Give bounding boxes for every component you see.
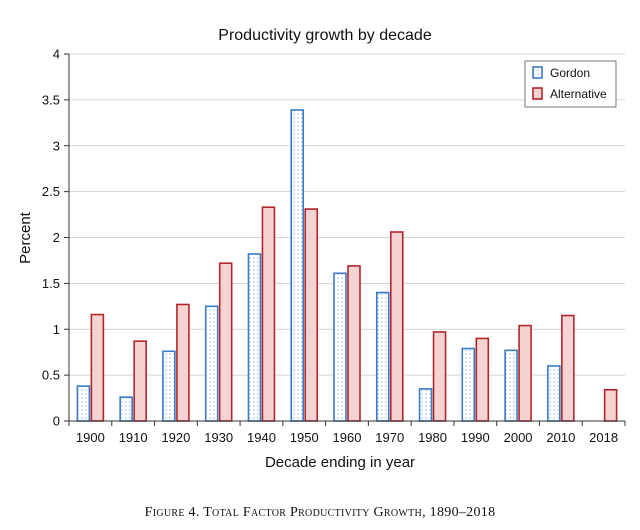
y-axis-label: Percent <box>17 211 34 264</box>
bar-gordon-1920 <box>162 350 176 422</box>
bar-gordon-1930 <box>204 305 219 422</box>
x-tick-label: 1950 <box>290 430 319 445</box>
bar-gordon-1970 <box>375 291 390 422</box>
axes <box>64 53 626 426</box>
x-tick-label: 1990 <box>461 430 490 445</box>
bar-gordon-1910 <box>119 396 133 422</box>
bars <box>76 109 618 422</box>
x-tick-label: 1910 <box>119 430 148 445</box>
x-tick-label: 2018 <box>589 430 618 445</box>
x-tick-label: 2000 <box>504 430 533 445</box>
x-axis-label: Decade ending in year <box>265 454 415 471</box>
y-tick-labels: 0 0.5 1 1.5 2 2.5 3 3.5 4 <box>42 47 60 429</box>
bar-gordon-2010 <box>547 365 561 422</box>
gridlines <box>69 53 625 376</box>
bar-alternative-1940 <box>261 206 276 422</box>
legend-swatch-alternative <box>532 87 543 100</box>
bar-gordon-1940 <box>247 253 262 422</box>
y-tick-label: 2 <box>53 230 60 245</box>
legend-swatch-gordon <box>532 66 543 79</box>
bar-gordon-2000 <box>504 349 518 422</box>
figure-caption: Figure 4. Total Factor Productivity Grow… <box>144 505 496 520</box>
x-tick-labels: 1900 1910 1920 1930 1940 1950 1960 1970 1980 1990… <box>76 430 618 445</box>
y-tick-label: 1 <box>53 322 60 337</box>
y-tick-label: 4 <box>53 47 60 62</box>
bar-alternative-1970 <box>389 231 404 422</box>
x-tick-label: 1960 <box>333 430 362 445</box>
y-tick-label: 3.5 <box>42 92 60 107</box>
bar-gordon-1900 <box>76 385 91 422</box>
bar-chart: Productivity growth by decade 0 0.5 1 1.5 2 2… <box>17 27 626 471</box>
bar-alternative-2018 <box>603 389 618 422</box>
x-tick-label: 1920 <box>161 430 190 445</box>
bar-alternative-1980 <box>432 331 447 422</box>
y-tick-label: 3 <box>53 138 60 153</box>
legend-label-gordon: Gordon <box>550 66 590 80</box>
bar-alternative-1930 <box>218 262 233 422</box>
chart-title: Productivity growth by decade <box>218 27 432 44</box>
x-tick-label: 1980 <box>418 430 447 445</box>
bar-alternative-1900 <box>90 313 105 422</box>
x-tick-label: 1940 <box>247 430 276 445</box>
bar-gordon-1980 <box>418 388 433 422</box>
x-tick-label: 1900 <box>76 430 105 445</box>
bar-alternative-1960 <box>347 265 361 422</box>
x-tick-label: 1930 <box>204 430 233 445</box>
bar-alternative-1990 <box>475 337 490 422</box>
bar-alternative-1910 <box>133 340 147 422</box>
bar-gordon-1950 <box>290 109 305 422</box>
bar-gordon-1990 <box>461 347 476 422</box>
y-tick-label: 0 <box>53 414 60 429</box>
y-tick-label: 0.5 <box>42 368 60 383</box>
bar-alternative-1950 <box>304 208 319 422</box>
bar-gordon-1960 <box>333 272 347 422</box>
bar-alternative-2010 <box>561 314 575 422</box>
bar-alternative-2000 <box>518 324 532 422</box>
x-tick-label: 1970 <box>375 430 404 445</box>
x-tick-label: 2010 <box>546 430 575 445</box>
bar-alternative-1920 <box>176 303 190 422</box>
y-tick-label: 1.5 <box>42 276 60 291</box>
legend-label-alternative: Alternative <box>550 87 607 101</box>
y-tick-label: 2.5 <box>42 184 60 199</box>
legend: Gordon Alternative <box>524 60 617 108</box>
